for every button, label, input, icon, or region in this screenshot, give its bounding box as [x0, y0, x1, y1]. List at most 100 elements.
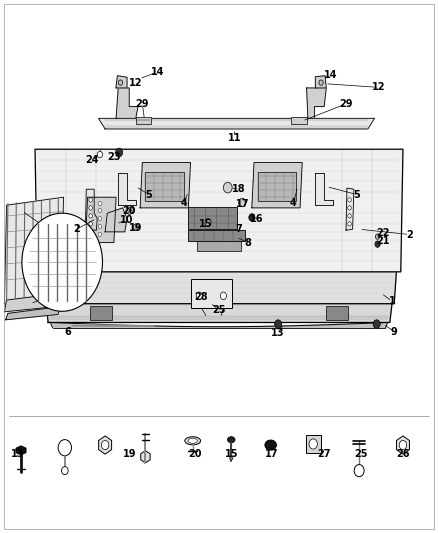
- Text: 26: 26: [396, 449, 410, 459]
- Polygon shape: [99, 436, 112, 454]
- Circle shape: [126, 206, 133, 214]
- Bar: [90, 306, 112, 320]
- Circle shape: [375, 241, 380, 247]
- Text: 11: 11: [228, 133, 241, 142]
- Bar: [191, 279, 232, 308]
- Circle shape: [89, 222, 92, 226]
- Polygon shape: [35, 149, 403, 272]
- Bar: [136, 117, 151, 124]
- Text: 28: 28: [194, 293, 208, 302]
- Text: 15: 15: [199, 219, 212, 229]
- Circle shape: [98, 224, 102, 229]
- Polygon shape: [42, 272, 396, 304]
- Text: 9: 9: [391, 327, 398, 336]
- Bar: [326, 306, 348, 320]
- Text: 15: 15: [226, 449, 239, 459]
- Circle shape: [319, 80, 323, 85]
- Circle shape: [89, 206, 92, 210]
- Polygon shape: [396, 436, 410, 454]
- Polygon shape: [105, 208, 127, 232]
- Bar: [258, 172, 296, 201]
- Text: 14: 14: [151, 67, 164, 77]
- Circle shape: [309, 439, 317, 449]
- Polygon shape: [6, 306, 61, 320]
- Text: 16: 16: [250, 214, 263, 223]
- Text: 20: 20: [188, 449, 201, 459]
- Text: 13: 13: [272, 328, 285, 338]
- Circle shape: [375, 234, 380, 239]
- Ellipse shape: [188, 438, 197, 443]
- Circle shape: [196, 292, 202, 300]
- Text: 29: 29: [339, 99, 353, 109]
- Text: 14: 14: [324, 70, 337, 79]
- Bar: [50, 316, 388, 320]
- Circle shape: [98, 208, 102, 213]
- Text: 19: 19: [129, 223, 142, 233]
- Polygon shape: [315, 76, 326, 88]
- Circle shape: [373, 320, 380, 328]
- Circle shape: [97, 151, 102, 158]
- Circle shape: [118, 80, 123, 85]
- Text: 24: 24: [85, 156, 99, 165]
- Bar: [197, 235, 241, 251]
- Circle shape: [239, 198, 246, 207]
- Ellipse shape: [185, 437, 201, 445]
- Circle shape: [116, 148, 123, 157]
- Circle shape: [89, 214, 92, 218]
- Circle shape: [348, 222, 351, 226]
- Polygon shape: [4, 293, 61, 312]
- Polygon shape: [346, 188, 354, 230]
- Circle shape: [354, 465, 364, 477]
- Circle shape: [348, 214, 351, 218]
- Circle shape: [249, 214, 255, 221]
- Text: 4: 4: [290, 198, 297, 207]
- Circle shape: [275, 320, 282, 328]
- Polygon shape: [4, 197, 64, 304]
- Circle shape: [399, 440, 407, 450]
- Text: 19: 19: [123, 449, 136, 459]
- Circle shape: [101, 440, 109, 450]
- Circle shape: [128, 208, 131, 212]
- Circle shape: [98, 201, 102, 206]
- Text: 4: 4: [180, 198, 187, 207]
- Bar: [145, 172, 184, 201]
- Circle shape: [98, 232, 102, 237]
- Bar: [291, 117, 307, 124]
- Text: 12: 12: [129, 78, 142, 87]
- Text: 8: 8: [244, 238, 251, 247]
- Text: 7: 7: [235, 224, 242, 234]
- Polygon shape: [252, 163, 302, 208]
- Text: 25: 25: [355, 449, 368, 459]
- Circle shape: [348, 206, 351, 210]
- Polygon shape: [141, 451, 150, 463]
- Polygon shape: [307, 88, 326, 118]
- Text: 12: 12: [372, 83, 385, 92]
- Bar: [188, 230, 245, 241]
- Circle shape: [89, 198, 92, 202]
- Polygon shape: [85, 189, 97, 230]
- Text: 29: 29: [136, 99, 149, 109]
- Text: 18: 18: [232, 184, 246, 194]
- Ellipse shape: [227, 437, 235, 443]
- Circle shape: [223, 182, 232, 193]
- Bar: [306, 435, 321, 453]
- Ellipse shape: [265, 440, 276, 450]
- Text: 13: 13: [11, 449, 24, 459]
- Text: 10: 10: [120, 215, 134, 225]
- Text: 20: 20: [123, 206, 136, 216]
- Circle shape: [98, 216, 102, 221]
- Polygon shape: [116, 76, 127, 88]
- Text: 17: 17: [265, 449, 278, 459]
- Text: 5: 5: [145, 190, 152, 199]
- Bar: [188, 207, 237, 229]
- Text: 6: 6: [64, 327, 71, 336]
- Text: 2: 2: [73, 224, 80, 234]
- Circle shape: [205, 219, 211, 226]
- Text: 5: 5: [353, 190, 360, 199]
- Text: 21: 21: [377, 237, 390, 246]
- Circle shape: [58, 440, 71, 456]
- Text: 1: 1: [389, 296, 396, 306]
- Polygon shape: [315, 173, 333, 205]
- Circle shape: [348, 198, 351, 202]
- Polygon shape: [85, 197, 116, 243]
